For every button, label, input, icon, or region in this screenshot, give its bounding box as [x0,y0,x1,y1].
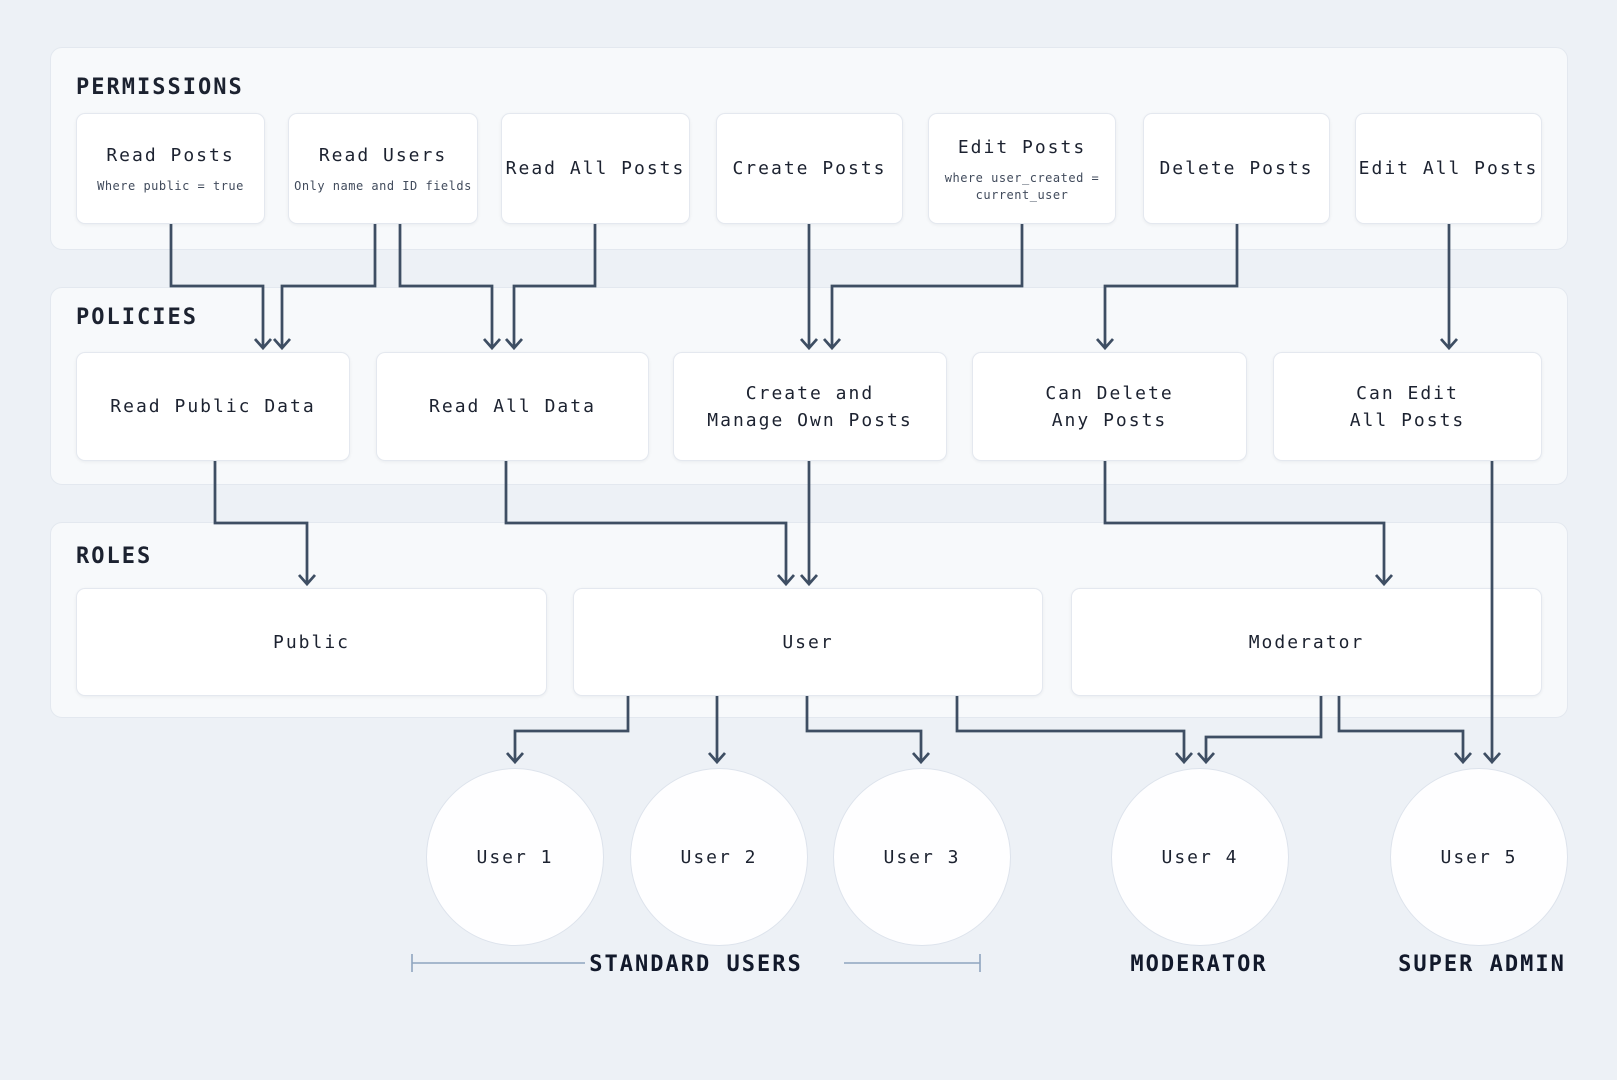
policy-node-can-edit-all-posts: Can Edit All Posts [1273,352,1542,461]
user-label: User 5 [1440,846,1518,868]
roles-section-title: ROLES [76,544,153,569]
node-title: Edit All Posts [1358,158,1539,179]
group-label-super-admin: SUPER ADMIN [1398,952,1566,977]
user-circle-2: User 2 [630,768,808,946]
permission-node-read-users: Read Users Only name and ID fields [288,113,478,224]
user-label: User 2 [680,846,758,868]
node-title: Read All Posts [505,158,686,179]
permission-node-create-posts: Create Posts [716,113,903,224]
node-title: Read All Data [429,396,596,417]
role-node-user: User [573,588,1043,696]
user-circle-3: User 3 [833,768,1011,946]
group-label-moderator: MODERATOR [1130,952,1268,977]
policy-node-read-all-data: Read All Data [376,352,649,461]
group-label-standard-users: STANDARD USERS [589,952,803,977]
permission-node-edit-posts: Edit Posts where user_created = current_… [928,113,1116,224]
policy-node-can-delete-any-posts: Can Delete Any Posts [972,352,1247,461]
node-title: Delete Posts [1159,158,1314,179]
user-circle-5: User 5 [1390,768,1568,946]
node-title: Moderator [1248,631,1365,653]
node-subtitle: Where public = true [97,179,244,193]
node-title: Public [272,631,351,653]
role-node-public: Public [76,588,547,696]
node-subtitle: where user_created = current_user [944,170,1100,202]
user-circle-1: User 1 [426,768,604,946]
node-title: Read Public Data [110,396,316,417]
user-circle-4: User 4 [1111,768,1289,946]
node-title: Edit Posts [957,136,1087,158]
permission-node-edit-all-posts: Edit All Posts [1355,113,1542,224]
policy-node-read-public-data: Read Public Data [76,352,350,461]
node-subtitle: Only name and ID fields [294,179,472,193]
node-title: Can Delete Any Posts [1045,382,1174,431]
user-label: User 1 [476,846,554,868]
permissions-section-title: PERMISSIONS [76,75,244,100]
node-title: Read Users [318,145,448,166]
user-label: User 3 [883,846,961,868]
permission-node-read-all-posts: Read All Posts [501,113,690,224]
role-node-moderator: Moderator [1071,588,1542,696]
user-label: User 4 [1161,846,1239,868]
policy-node-create-manage-own-posts: Create and Manage Own Posts [673,352,947,461]
permission-node-read-posts: Read Posts Where public = true [76,113,265,224]
node-title: Read Posts [106,145,235,166]
node-title: Create and Manage Own Posts [707,382,913,431]
permission-node-delete-posts: Delete Posts [1143,113,1330,224]
node-title: Can Edit All Posts [1349,382,1466,431]
node-title: Create Posts [732,158,887,179]
policies-section-title: POLICIES [76,305,198,330]
node-title: User [782,631,834,653]
